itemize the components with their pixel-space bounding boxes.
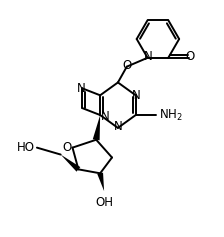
Text: O: O xyxy=(62,141,71,154)
Text: O: O xyxy=(185,50,195,63)
Text: NH$_2$: NH$_2$ xyxy=(159,108,183,123)
Polygon shape xyxy=(93,115,100,140)
Text: HO: HO xyxy=(17,141,35,154)
Polygon shape xyxy=(61,155,80,172)
Polygon shape xyxy=(97,173,104,191)
Text: N: N xyxy=(114,120,122,133)
Text: OH: OH xyxy=(95,196,113,209)
Text: N: N xyxy=(77,82,86,95)
Text: N: N xyxy=(101,109,110,123)
Text: O: O xyxy=(122,59,131,72)
Text: N: N xyxy=(132,89,141,102)
Text: N: N xyxy=(144,50,153,63)
